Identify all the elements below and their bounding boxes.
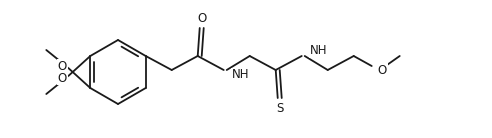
Text: S: S: [276, 102, 283, 115]
Text: NH: NH: [309, 44, 327, 58]
Text: O: O: [378, 63, 387, 76]
Text: O: O: [197, 13, 206, 26]
Text: O: O: [58, 71, 67, 84]
Text: NH: NH: [232, 68, 249, 82]
Text: O: O: [58, 59, 67, 72]
